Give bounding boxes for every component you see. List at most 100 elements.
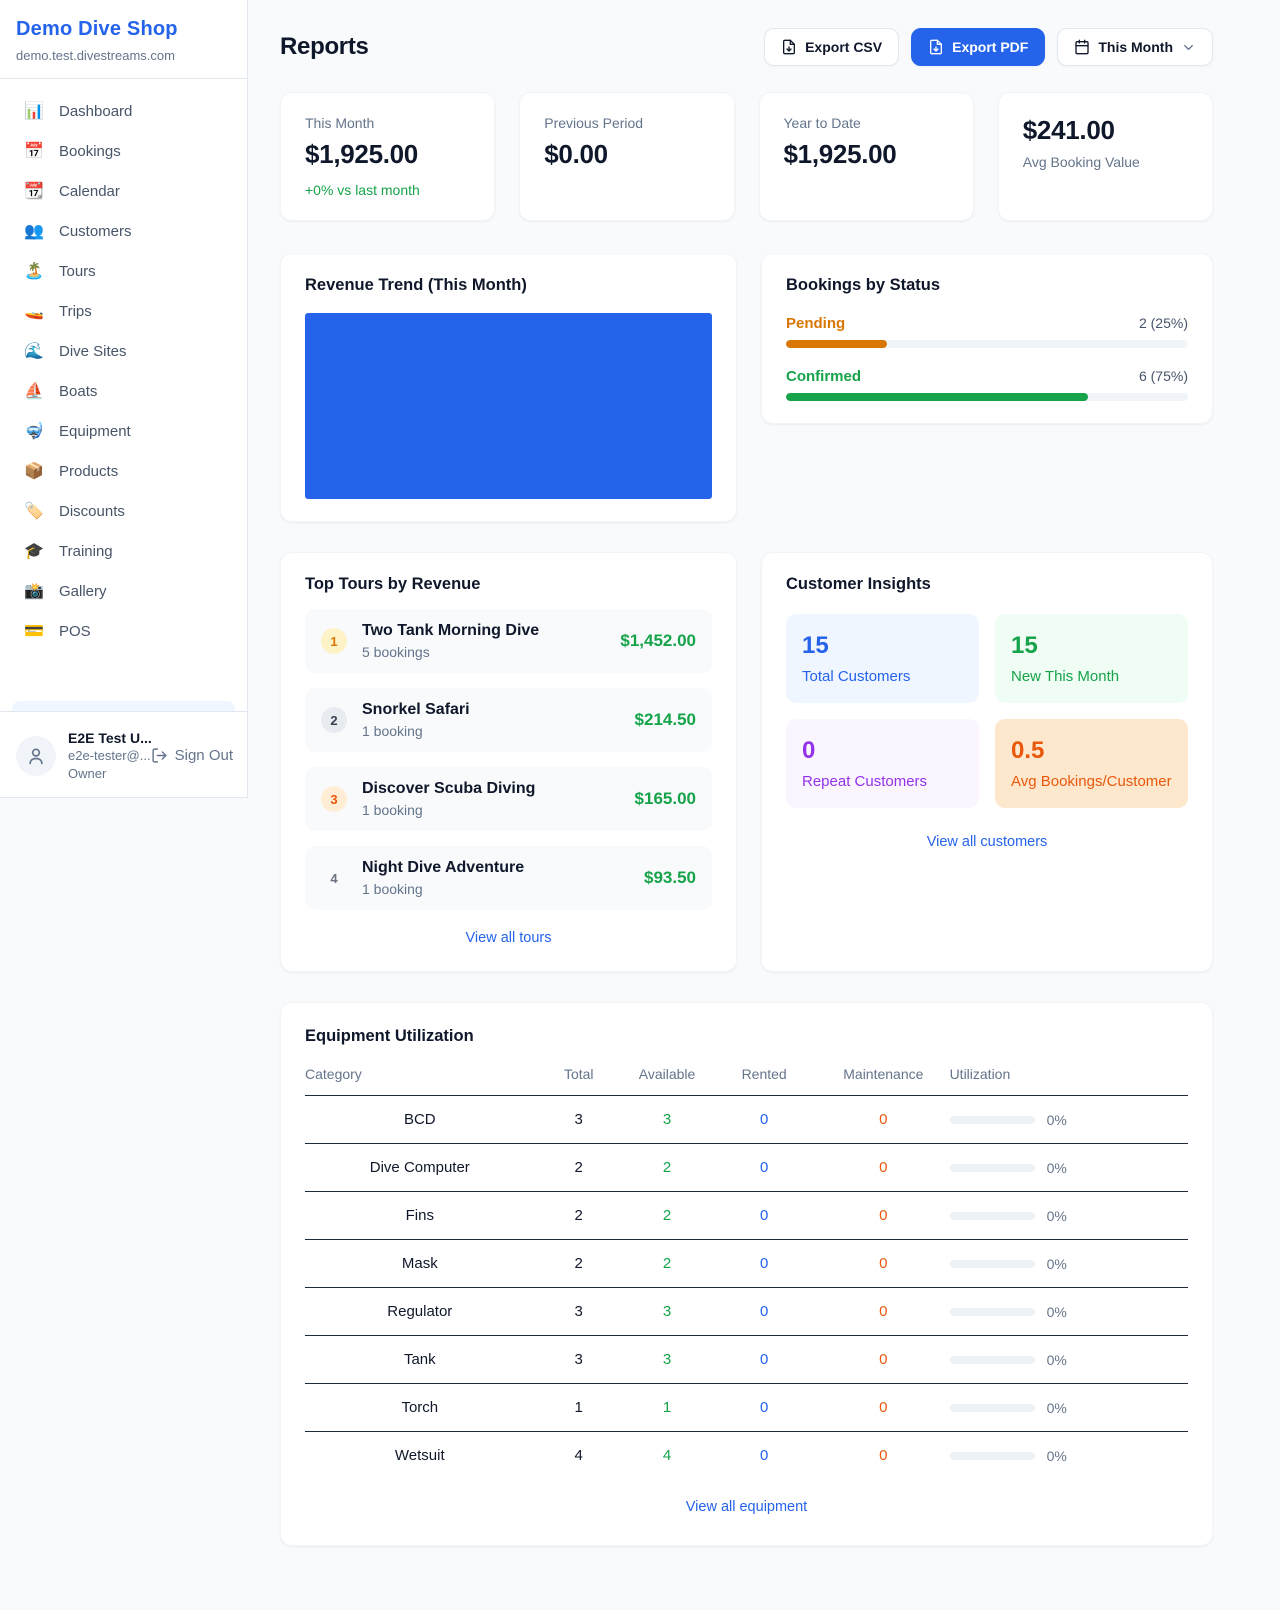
tour-row: 4 Night Dive Adventure 1 booking $93.50 bbox=[305, 846, 712, 910]
cell-maintenance: 0 bbox=[817, 1383, 950, 1432]
stat-label: This Month bbox=[305, 115, 375, 131]
column-header-utilization: Utilization bbox=[949, 1066, 1188, 1096]
utilization-percent: 0% bbox=[1046, 1447, 1067, 1464]
rank-badge: 1 bbox=[321, 628, 347, 654]
utilization-bar-track bbox=[949, 1451, 1035, 1460]
cell-maintenance: 0 bbox=[817, 1191, 950, 1240]
status-count: 6 (75%) bbox=[1138, 368, 1188, 384]
status-label: Confirmed bbox=[786, 368, 861, 385]
cell-maintenance: 0 bbox=[817, 1287, 950, 1336]
revenue-trend-chart bbox=[305, 313, 712, 499]
view-all-tours-link[interactable]: View all tours bbox=[465, 930, 552, 946]
utilization-bar-track bbox=[949, 1307, 1035, 1316]
tile-number: 15 bbox=[1011, 632, 1038, 659]
sidebar: Demo Dive Shop demo.test.divestreams.com… bbox=[0, 0, 248, 798]
tour-name: Two Tank Morning Dive bbox=[362, 622, 540, 639]
cell-rented: 0 bbox=[711, 1335, 818, 1384]
stat-card-previous-period: Previous Period $0.00 bbox=[519, 92, 735, 221]
sidebar-item-label: Products bbox=[59, 462, 119, 480]
cell-total: 3 bbox=[534, 1287, 623, 1336]
tour-row: 3 Discover Scuba Diving 1 booking $165.0… bbox=[305, 767, 712, 831]
utilization-percent: 0% bbox=[1046, 1207, 1067, 1224]
export-csv-button[interactable]: Export CSV bbox=[764, 28, 900, 66]
bookings-icon: 📅 bbox=[24, 143, 44, 160]
cell-utilization: 0% bbox=[949, 1239, 1188, 1288]
sidebar-nav: 📊 Dashboard 📅 Bookings 📆 Calendar 👥 Cust… bbox=[0, 79, 247, 651]
rank-badge: 3 bbox=[321, 786, 347, 812]
export-csv-label: Export CSV bbox=[805, 39, 883, 55]
status-row-pending: Pending 2 (25%) bbox=[786, 315, 1188, 348]
column-header-maintenance: Maintenance bbox=[817, 1066, 950, 1096]
bookings-by-status-card: Bookings by Status Pending 2 (25%) Confi… bbox=[761, 253, 1213, 424]
utilization-percent: 0% bbox=[1046, 1303, 1067, 1320]
products-icon: 📦 bbox=[24, 463, 44, 480]
sidebar-item-tours[interactable]: 🏝️ Tours bbox=[12, 251, 235, 291]
view-all-customers-link[interactable]: View all customers bbox=[926, 834, 1048, 850]
rank-badge: 2 bbox=[321, 707, 347, 733]
trips-icon: 🚤 bbox=[24, 303, 44, 320]
sign-out-button[interactable]: Sign Out bbox=[151, 747, 233, 764]
top-tours-card: Top Tours by Revenue 1 Two Tank Morning … bbox=[280, 552, 737, 972]
sidebar-item-gallery[interactable]: 📸 Gallery bbox=[12, 571, 235, 611]
sidebar-item-calendar[interactable]: 📆 Calendar bbox=[12, 171, 235, 211]
utilization-bar-track bbox=[949, 1211, 1035, 1220]
utilization-percent: 0% bbox=[1046, 1255, 1067, 1272]
sidebar-header: Demo Dive Shop demo.test.divestreams.com bbox=[0, 0, 247, 79]
tile-label: Avg Bookings/Customer bbox=[1011, 773, 1172, 790]
sidebar-item-products[interactable]: 📦 Products bbox=[12, 451, 235, 491]
tour-row: 1 Two Tank Morning Dive 5 bookings $1,45… bbox=[305, 609, 712, 673]
sidebar-item-discounts[interactable]: 🏷️ Discounts bbox=[12, 491, 235, 531]
view-all-equipment-link[interactable]: View all equipment bbox=[685, 1499, 808, 1515]
tour-bookings: 1 booking bbox=[362, 723, 423, 739]
utilization-percent: 0% bbox=[1046, 1111, 1067, 1128]
dashboard-icon: 📊 bbox=[24, 103, 44, 120]
boats-icon: ⛵ bbox=[24, 383, 44, 400]
sidebar-item-dive-sites[interactable]: 🌊 Dive Sites bbox=[12, 331, 235, 371]
period-label: This Month bbox=[1098, 39, 1173, 55]
utilization-bar-track bbox=[949, 1115, 1035, 1124]
header-actions: Export CSV Export PDF This Month bbox=[764, 28, 1213, 66]
shop-name: Demo Dive Shop bbox=[16, 18, 178, 40]
column-header-category: Category bbox=[305, 1066, 535, 1096]
cell-category: Dive Computer bbox=[305, 1143, 535, 1192]
sidebar-item-customers[interactable]: 👥 Customers bbox=[12, 211, 235, 251]
status-bar-track bbox=[786, 393, 1188, 401]
tours-icon: 🏝️ bbox=[24, 263, 44, 280]
cell-utilization: 0% bbox=[949, 1095, 1188, 1144]
utilization-percent: 0% bbox=[1046, 1351, 1067, 1368]
tile-number: 0.5 bbox=[1011, 737, 1045, 764]
cell-category: Fins bbox=[305, 1191, 535, 1240]
sidebar-item-dashboard[interactable]: 📊 Dashboard bbox=[12, 91, 235, 131]
status-row-confirmed: Confirmed 6 (75%) bbox=[786, 368, 1188, 401]
sidebar-item-boats[interactable]: ⛵ Boats bbox=[12, 371, 235, 411]
tile-number: 15 bbox=[802, 632, 829, 659]
sidebar-item-trips[interactable]: 🚤 Trips bbox=[12, 291, 235, 331]
sidebar-item-label: Customers bbox=[59, 222, 132, 240]
table-row: Tank 3 3 0 0 0% bbox=[305, 1335, 1188, 1384]
training-icon: 🎓 bbox=[24, 543, 44, 560]
equipment-icon: 🤿 bbox=[24, 423, 44, 440]
cell-category: Regulator bbox=[305, 1287, 535, 1336]
export-pdf-button[interactable]: Export PDF bbox=[911, 28, 1046, 66]
sidebar-item-equipment[interactable]: 🤿 Equipment bbox=[12, 411, 235, 451]
file-download-icon bbox=[783, 39, 796, 55]
customers-icon: 👥 bbox=[24, 223, 44, 240]
customer-insights-card: Customer Insights 15 Total Customers 15 … bbox=[761, 552, 1213, 972]
sidebar-item-bookings[interactable]: 📅 Bookings bbox=[12, 131, 235, 171]
sidebar-item-label: Equipment bbox=[59, 422, 131, 440]
cell-available: 2 bbox=[622, 1191, 712, 1240]
sidebar-item-training[interactable]: 🎓 Training bbox=[12, 531, 235, 571]
sidebar-item-label: Dive Sites bbox=[59, 342, 127, 360]
sidebar-item-label: Boats bbox=[59, 382, 98, 400]
table-row: BCD 3 3 0 0 0% bbox=[305, 1095, 1188, 1144]
tour-revenue: $165.00 bbox=[634, 789, 696, 808]
status-bar-track bbox=[786, 340, 1188, 348]
sidebar-item-pos[interactable]: 💳 POS bbox=[12, 611, 235, 651]
column-header-total: Total bbox=[534, 1066, 623, 1096]
sidebar-item-reports-partial[interactable] bbox=[12, 701, 235, 711]
cell-rented: 0 bbox=[711, 1383, 818, 1432]
tile-new-this-month: 15 New This Month bbox=[995, 614, 1188, 703]
utilization-bar-track bbox=[949, 1355, 1035, 1364]
bookings-by-status-title: Bookings by Status bbox=[786, 276, 941, 294]
period-dropdown[interactable]: This Month bbox=[1057, 28, 1213, 66]
